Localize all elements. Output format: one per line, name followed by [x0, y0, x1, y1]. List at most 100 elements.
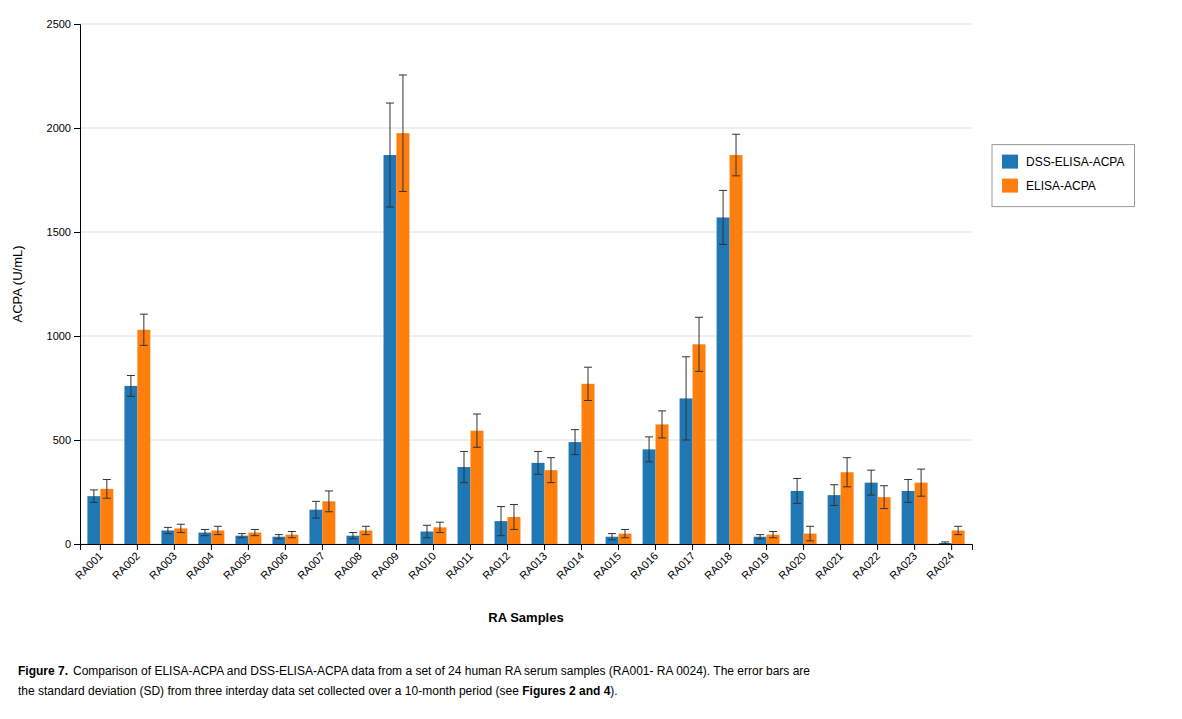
tick-label: RA001 [73, 550, 105, 582]
tick: RA009 [369, 544, 401, 582]
tick: 1500 [47, 226, 80, 238]
tick-label: RA009 [369, 550, 401, 582]
y-axis-title: ACPA (U/mL) [10, 245, 25, 322]
error-bars [103, 75, 962, 541]
bar [124, 386, 137, 544]
tick-label: 1000 [47, 330, 71, 342]
chart: 0 500 1000 1500 2000 2500 RA001RA002RA003RA004… [0, 0, 1182, 719]
tick: 500 [53, 434, 80, 446]
tick: RA019 [739, 544, 771, 582]
tick: 0 [65, 538, 80, 550]
x-axis-title: RA Samples [488, 610, 563, 625]
error-bar [941, 542, 949, 544]
caption-line: Figure 7.Comparison of ELISA-ACPA and DS… [18, 664, 810, 678]
caption-text: ). [610, 684, 617, 698]
tick: RA012 [480, 544, 512, 582]
tick: RA014 [554, 544, 586, 582]
tick-label: RA016 [628, 550, 660, 582]
tick-label: RA004 [184, 550, 216, 582]
tick-label: RA014 [554, 550, 586, 582]
y-axis: 0 500 1000 1500 2000 2500 [47, 18, 81, 550]
tick: RA020 [776, 544, 808, 582]
tick-mark [248, 544, 249, 550]
error-bar [917, 469, 925, 496]
error-bar [867, 470, 875, 495]
error-bar [732, 134, 740, 176]
legend-swatch [1002, 155, 1018, 169]
error-bar [423, 525, 431, 537]
tick-mark [507, 544, 508, 550]
caption-text: Figures 2 and 4 [522, 684, 610, 698]
error-bar [954, 526, 962, 534]
error-bar [793, 478, 801, 503]
tick: RA017 [665, 544, 697, 582]
error-bar [312, 501, 320, 518]
tick: RA015 [591, 544, 623, 582]
error-bar [904, 480, 912, 503]
error-bar [325, 491, 333, 512]
tick: 2000 [47, 122, 80, 134]
tick-mark [74, 232, 80, 233]
tick-mark [581, 544, 582, 550]
tick: RA011 [443, 544, 475, 581]
error-bar [349, 533, 357, 539]
tick-mark [470, 544, 471, 550]
tick: RA002 [110, 544, 142, 582]
tick: RA004 [184, 544, 216, 582]
tick: RA008 [332, 544, 364, 582]
tick-label: RA008 [332, 550, 364, 582]
tick-label: 2500 [47, 18, 71, 30]
error-bar [571, 430, 579, 455]
bar [693, 344, 706, 544]
error-bar [830, 485, 838, 506]
error-bar [288, 532, 296, 538]
error-bar [645, 437, 653, 462]
bar [717, 217, 730, 544]
bar [532, 463, 545, 544]
error-bar [201, 529, 209, 535]
tick-label: 1500 [47, 226, 71, 238]
grid-line [80, 128, 972, 129]
tick-mark [74, 336, 80, 337]
caption: Figure 7.Comparison of ELISA-ACPA and DS… [18, 664, 810, 698]
tick-mark [396, 544, 397, 550]
error-bar [806, 526, 814, 541]
error-bar [584, 367, 592, 400]
tick-mark [692, 544, 693, 550]
error-bar [658, 411, 666, 438]
tick-label: RA013 [517, 550, 549, 582]
error-bar [756, 535, 764, 539]
error-bar [103, 480, 111, 499]
tick-mark [914, 544, 915, 550]
tick-mark [840, 544, 841, 550]
tick-mark [729, 544, 730, 550]
x-axis: RA001RA002RA003RA004RA005RA006RA007RA008… [73, 544, 973, 582]
error-bar [510, 504, 518, 529]
error-bar [460, 451, 468, 482]
error-bar [473, 414, 481, 447]
tick-label: RA022 [850, 550, 882, 582]
tick: RA018 [702, 544, 734, 582]
error-bar [497, 507, 505, 536]
tick-mark [655, 544, 656, 550]
error-bar [275, 535, 283, 539]
tick-mark [137, 544, 138, 550]
bar [396, 133, 409, 544]
bar [569, 442, 582, 544]
tick: RA001 [73, 544, 105, 582]
tick-mark [285, 544, 286, 550]
error-bar [90, 490, 98, 502]
tick-label: RA007 [295, 550, 327, 582]
axis-line [81, 545, 973, 551]
legend-label: ELISA-ACPA [1026, 179, 1096, 193]
error-bar [880, 486, 888, 509]
error-bar [399, 75, 407, 191]
tick: RA023 [887, 544, 919, 582]
tick-label: RA005 [221, 550, 253, 582]
tick: RA010 [406, 544, 438, 582]
tick-mark [74, 440, 80, 441]
bar-series [100, 133, 964, 544]
tick-mark [951, 544, 952, 550]
tick-mark [766, 544, 767, 550]
legend-label: DSS-ELISA-ACPA [1026, 155, 1124, 169]
